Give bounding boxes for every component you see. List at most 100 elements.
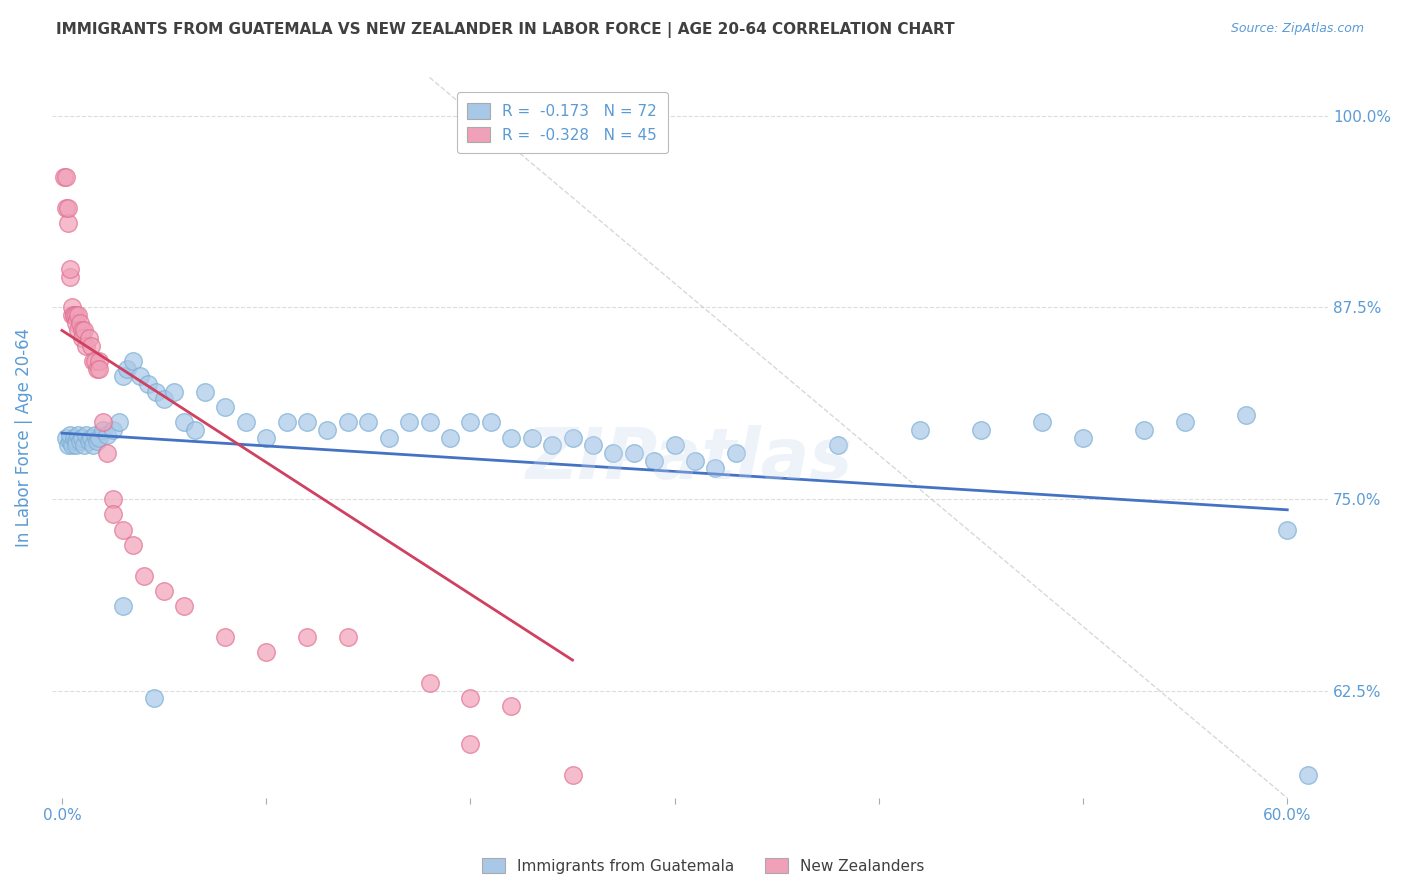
Point xyxy=(153,584,176,599)
Point xyxy=(59,269,82,284)
Point xyxy=(664,438,686,452)
Point xyxy=(1277,523,1299,537)
Point xyxy=(77,331,100,345)
Point xyxy=(377,431,399,445)
Point xyxy=(65,438,87,452)
Point xyxy=(101,423,124,437)
Point xyxy=(479,416,502,430)
Text: Source: ZipAtlas.com: Source: ZipAtlas.com xyxy=(1230,22,1364,36)
Point xyxy=(69,434,91,448)
Point xyxy=(73,323,96,337)
Point xyxy=(55,170,77,185)
Point xyxy=(69,316,91,330)
Text: ZIPatlas: ZIPatlas xyxy=(526,425,853,494)
Point xyxy=(56,201,79,215)
Legend: Immigrants from Guatemala, New Zealanders: Immigrants from Guatemala, New Zealander… xyxy=(475,852,931,880)
Point xyxy=(87,361,110,376)
Point xyxy=(72,331,94,345)
Point xyxy=(117,361,139,376)
Point xyxy=(128,369,150,384)
Point xyxy=(183,423,205,437)
Point xyxy=(145,384,167,399)
Point xyxy=(77,434,100,448)
Point xyxy=(65,316,87,330)
Point xyxy=(75,339,97,353)
Point xyxy=(83,427,105,442)
Point xyxy=(142,691,165,706)
Point xyxy=(704,461,727,475)
Point xyxy=(73,438,96,452)
Point xyxy=(86,361,108,376)
Point xyxy=(59,427,82,442)
Point xyxy=(1296,768,1319,782)
Point xyxy=(60,301,83,315)
Point xyxy=(724,446,747,460)
Point xyxy=(908,423,931,437)
Point xyxy=(419,676,441,690)
Point xyxy=(1031,416,1053,430)
Point xyxy=(55,201,77,215)
Point xyxy=(357,416,380,430)
Point xyxy=(67,427,90,442)
Point xyxy=(153,392,176,407)
Point xyxy=(79,431,101,445)
Point xyxy=(122,538,145,552)
Point xyxy=(56,216,79,230)
Point xyxy=(501,431,523,445)
Point xyxy=(59,262,82,277)
Y-axis label: In Labor Force | Age 20-64: In Labor Force | Age 20-64 xyxy=(15,328,32,548)
Point xyxy=(214,400,236,414)
Point xyxy=(419,416,441,430)
Point xyxy=(254,645,277,659)
Point xyxy=(683,454,706,468)
Point xyxy=(60,308,83,322)
Point xyxy=(72,431,94,445)
Point xyxy=(108,416,131,430)
Point xyxy=(82,438,104,452)
Point xyxy=(1133,423,1156,437)
Point xyxy=(53,170,76,185)
Point xyxy=(336,630,359,644)
Point xyxy=(87,354,110,368)
Point xyxy=(163,384,186,399)
Point xyxy=(65,308,87,322)
Point xyxy=(173,416,195,430)
Point xyxy=(86,434,108,448)
Point xyxy=(65,434,87,448)
Point xyxy=(254,431,277,445)
Point xyxy=(827,438,849,452)
Point xyxy=(214,630,236,644)
Text: IMMIGRANTS FROM GUATEMALA VS NEW ZEALANDER IN LABOR FORCE | AGE 20-64 CORRELATIO: IMMIGRANTS FROM GUATEMALA VS NEW ZEALAND… xyxy=(56,22,955,38)
Point xyxy=(96,446,118,460)
Point xyxy=(59,434,82,448)
Point xyxy=(79,339,101,353)
Point xyxy=(91,416,114,430)
Point xyxy=(460,691,482,706)
Point xyxy=(1071,431,1094,445)
Point xyxy=(336,416,359,430)
Point xyxy=(96,427,118,442)
Point xyxy=(970,423,993,437)
Point xyxy=(602,446,624,460)
Point xyxy=(67,308,90,322)
Point xyxy=(112,523,135,537)
Point xyxy=(194,384,217,399)
Point xyxy=(295,416,318,430)
Point xyxy=(439,431,461,445)
Point xyxy=(276,416,298,430)
Point xyxy=(63,308,86,322)
Point xyxy=(55,431,77,445)
Point xyxy=(295,630,318,644)
Point xyxy=(460,738,482,752)
Point xyxy=(1174,416,1197,430)
Point xyxy=(56,438,79,452)
Point xyxy=(132,568,155,582)
Point xyxy=(112,599,135,614)
Point xyxy=(501,699,523,714)
Point xyxy=(83,354,105,368)
Point xyxy=(75,427,97,442)
Point xyxy=(582,438,605,452)
Point xyxy=(82,354,104,368)
Point xyxy=(136,377,159,392)
Point xyxy=(460,416,482,430)
